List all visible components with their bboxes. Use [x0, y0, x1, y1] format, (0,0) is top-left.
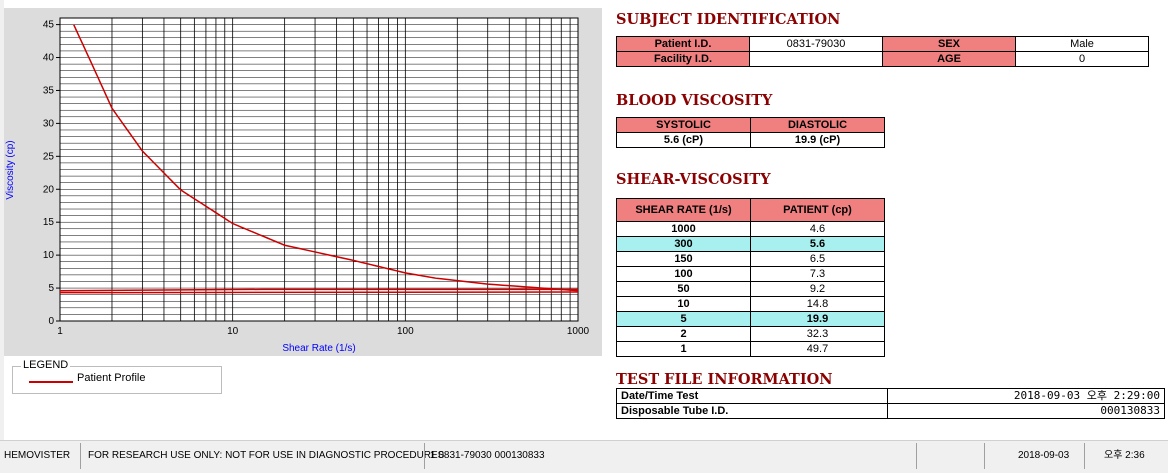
y-tick-label: 10 [43, 250, 55, 261]
chart-panel: 0 5 10 15 20 25 30 35 40 45 1 10 100 1000 Viscosity … [4, 8, 602, 356]
viscosity-chart: 0 5 10 15 20 25 30 35 40 45 1 10 100 1000 Viscosity … [5, 17, 590, 354]
patient-id-label: Patient I.D. [616, 36, 750, 52]
shear-rate-cell: 1 [616, 341, 751, 357]
patient-cp-cell: 7.3 [750, 266, 885, 282]
shear-rate-cell: 150 [616, 251, 751, 267]
status-separator [1084, 443, 1085, 469]
patient-cp-cell: 5.6 [750, 236, 885, 252]
x-tick-label: 1 [57, 326, 63, 337]
blood-viscosity-heading: BLOOD VISCOSITY [616, 92, 773, 109]
shear-rate-cell: 2 [616, 326, 751, 342]
patient-cp-cell: 9.2 [750, 281, 885, 297]
shear-rate-header: SHEAR RATE (1/s) [616, 198, 751, 222]
shear-viscosity-heading: SHEAR-VISCOSITY [616, 171, 771, 188]
y-tick-label: 35 [43, 85, 55, 96]
tube-id-value: 000130833 [887, 403, 1165, 419]
date-time-label: Date/Time Test [616, 388, 888, 404]
shear-viscosity-table: SHEAR RATE (1/s) PATIENT (cp) 1000 4.6 300… [616, 198, 885, 357]
shear-rate-cell: 1000 [616, 221, 751, 237]
x-axis-label: Shear Rate (1/s) [282, 343, 355, 354]
y-tick-label: 25 [43, 151, 55, 162]
legend-label: Patient Profile [77, 372, 146, 384]
age-value: 0 [1015, 51, 1149, 67]
y-tick-labels: 0 5 10 15 20 25 30 35 40 45 [43, 20, 60, 327]
date-time-value: 2018-09-03 오후 2:29:00 [887, 388, 1165, 404]
shear-row: 50 9.2 [616, 281, 885, 297]
status-time: 오후 2:36 [1104, 450, 1145, 461]
status-separator [916, 443, 917, 469]
diastolic-value: 19.9 (cP) [750, 132, 885, 148]
shear-row: 1 49.7 [616, 341, 885, 357]
patient-cp-cell: 49.7 [750, 341, 885, 357]
test-file-heading: TEST FILE INFORMATION [616, 371, 833, 388]
chart-grid [60, 18, 578, 321]
y-tick-label: 20 [43, 184, 55, 195]
status-record: 1 0831-79030 000130833 [430, 450, 545, 461]
x-tick-label: 10 [227, 326, 239, 337]
y-tick-label: 15 [43, 217, 55, 228]
status-separator [424, 443, 425, 469]
y-tick-label: 5 [48, 283, 54, 294]
shear-row: 2 32.3 [616, 326, 885, 342]
shear-row: 10 14.8 [616, 296, 885, 312]
curve-series-1 [59, 288, 578, 292]
tube-id-label: Disposable Tube I.D. [616, 403, 888, 419]
age-label: AGE [882, 51, 1016, 67]
window-left-border [0, 0, 4, 440]
patient-cp-cell: 19.9 [750, 311, 885, 327]
status-separator [984, 443, 985, 469]
curve-series-0 [72, 24, 579, 292]
status-bar: HEMOVISTER FOR RESEARCH USE ONLY: NOT FO… [0, 440, 1168, 473]
y-tick-label: 45 [43, 20, 55, 31]
chart-series [59, 24, 579, 294]
shear-rate-cell: 50 [616, 281, 751, 297]
shear-row: 300 5.6 [616, 236, 885, 252]
status-app-name: HEMOVISTER [4, 450, 71, 461]
facility-id-value [749, 51, 883, 67]
x-tick-labels: 1 10 100 1000 [57, 326, 589, 337]
x-tick-label: 100 [397, 326, 414, 337]
legend-title: LEGEND [21, 359, 71, 371]
curve-series-2 [59, 291, 579, 294]
subject-table: Patient I.D. 0831-79030 SEX Male Facilit… [616, 36, 1149, 67]
facility-id-label: Facility I.D. [616, 51, 750, 67]
status-separator [80, 443, 81, 469]
patient-cp-header: PATIENT (cp) [750, 198, 885, 222]
subject-heading: SUBJECT IDENTIFICATION [616, 11, 841, 28]
shear-row: 1000 4.6 [616, 221, 885, 237]
patient-id-value: 0831-79030 [749, 36, 883, 52]
legend-box: LEGEND Patient Profile [12, 359, 222, 394]
report-panel: SUBJECT IDENTIFICATION Patient I.D. 0831… [612, 0, 1168, 440]
y-tick-label: 30 [43, 118, 55, 129]
legend-swatch [29, 381, 73, 383]
shear-rate-cell: 100 [616, 266, 751, 282]
systolic-label: SYSTOLIC [616, 117, 751, 133]
shear-rate-cell: 5 [616, 311, 751, 327]
patient-cp-cell: 4.6 [750, 221, 885, 237]
patient-cp-cell: 32.3 [750, 326, 885, 342]
shear-rate-cell: 300 [616, 236, 751, 252]
shear-row: 5 19.9 [616, 311, 885, 327]
blood-viscosity-table: SYSTOLIC DIASTOLIC 5.6 (cP) 19.9 (cP) [616, 117, 885, 148]
sex-label: SEX [882, 36, 1016, 52]
y-tick-label: 0 [48, 316, 54, 327]
status-notice: FOR RESEARCH USE ONLY: NOT FOR USE IN DI… [88, 450, 445, 461]
x-tick-label: 1000 [567, 326, 590, 337]
sex-value: Male [1015, 36, 1149, 52]
shear-rows: 1000 4.6 300 5.6 150 6.5 100 7.3 50 9.2 10 14.8 5 19.… [616, 221, 885, 357]
systolic-value: 5.6 (cP) [616, 132, 751, 148]
report-window: 0 5 10 15 20 25 30 35 40 45 1 10 100 1000 Viscosity … [0, 0, 1168, 440]
shear-rate-cell: 10 [616, 296, 751, 312]
y-tick-label: 40 [43, 53, 55, 64]
status-date: 2018-09-03 [1018, 450, 1070, 461]
shear-row: 150 6.5 [616, 251, 885, 267]
shear-row: 100 7.3 [616, 266, 885, 282]
patient-cp-cell: 14.8 [750, 296, 885, 312]
y-axis-label: Viscosity (cp) [5, 140, 16, 199]
patient-cp-cell: 6.5 [750, 251, 885, 267]
test-file-table: Date/Time Test 2018-09-03 오후 2:29:00 Dis… [616, 388, 1165, 419]
diastolic-label: DIASTOLIC [750, 117, 885, 133]
